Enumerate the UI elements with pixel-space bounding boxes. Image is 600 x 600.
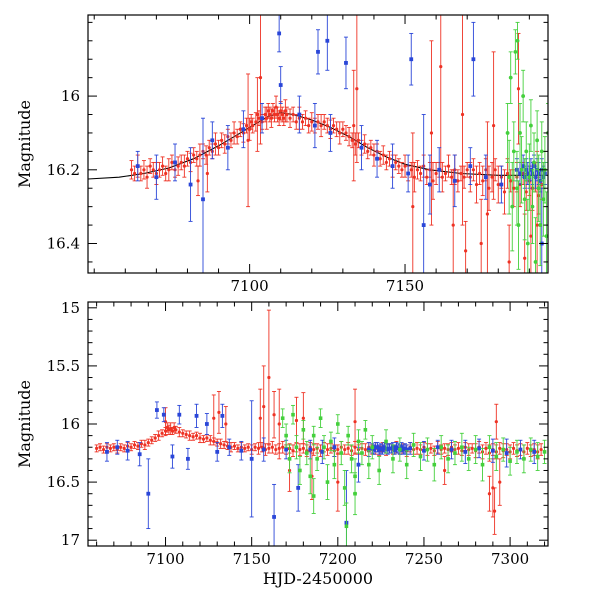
bottom-ytick-label: 16 — [61, 415, 80, 433]
top-tick-labels: 7100 7150 16 16.2 16.4 — [47, 87, 425, 295]
bottom-series-red — [94, 309, 544, 535]
top-ytick-label: 16 — [61, 87, 80, 105]
bottom-tick-labels: 7100 7150 7200 7250 7300 15 15.5 16 16.5 17 — [47, 299, 530, 568]
bottom-xtick-label: 7200 — [319, 550, 357, 568]
top-ticks — [88, 15, 548, 273]
bottom-xtick-label: 7250 — [405, 550, 443, 568]
bottom-xtick-label: 7100 — [146, 550, 184, 568]
bottom-panel-data — [94, 309, 547, 546]
top-series-red — [129, 15, 544, 273]
top-ytick-label: 16.4 — [47, 235, 80, 253]
bottom-ylabel: Magnitude — [15, 380, 34, 468]
bottom-ytick-label: 17 — [61, 531, 80, 549]
top-series-blue — [135, 15, 547, 273]
bottom-xtick-label: 7300 — [491, 550, 529, 568]
top-ytick-label: 16.2 — [47, 161, 80, 179]
bottom-ytick-label: 15 — [61, 299, 80, 317]
bottom-ytick-label: 15.5 — [47, 357, 80, 375]
top-xtick-label: 7150 — [386, 277, 424, 295]
bottom-series-green — [280, 404, 547, 546]
top-frame — [87, 14, 549, 274]
top-ylabel: Magnitude — [15, 100, 34, 188]
bottom-ticks — [88, 302, 548, 546]
top-series-green — [505, 21, 548, 273]
bottom-xtick-label: 7150 — [233, 550, 271, 568]
top-xtick-label: 7100 — [231, 277, 269, 295]
top-panel-data — [88, 15, 548, 273]
bottom-frame — [87, 301, 549, 547]
bottom-ytick-label: 16.5 — [47, 473, 80, 491]
bottom-xlabel: HJD-2450000 — [263, 569, 373, 588]
